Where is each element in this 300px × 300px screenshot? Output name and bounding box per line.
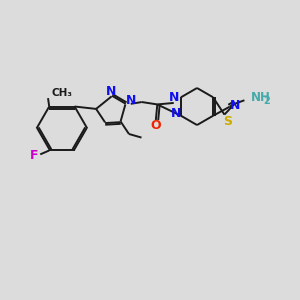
Text: 2: 2 <box>263 96 270 106</box>
Text: CH₃: CH₃ <box>51 88 72 98</box>
Text: S: S <box>224 115 232 128</box>
Text: N: N <box>106 85 116 98</box>
Text: N: N <box>170 107 181 120</box>
Text: F: F <box>30 149 38 162</box>
Text: N: N <box>230 99 240 112</box>
Text: NH: NH <box>251 92 271 104</box>
Text: N: N <box>126 94 136 107</box>
Text: N: N <box>169 91 179 104</box>
Text: O: O <box>151 119 161 132</box>
